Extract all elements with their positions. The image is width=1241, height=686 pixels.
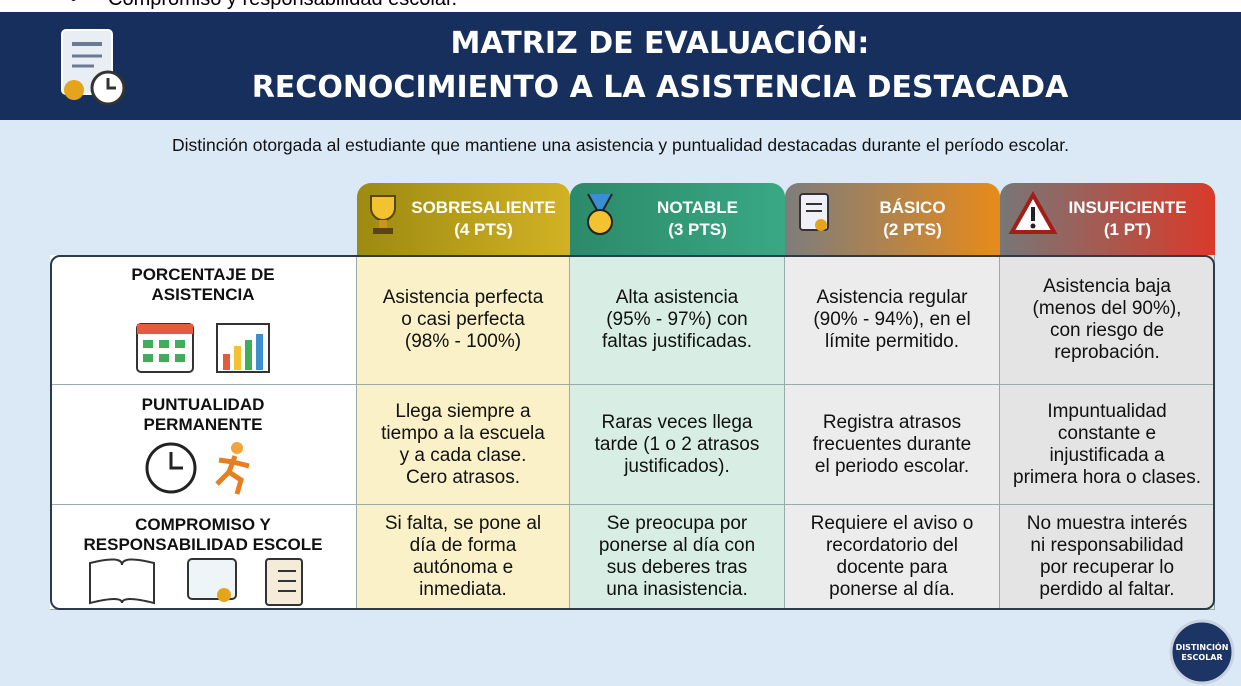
cell: Requiere el aviso o recordatorio del docen… bbox=[785, 505, 1000, 610]
column-name: SOBRESALIENTE bbox=[411, 198, 556, 217]
column-points: (1 PT) bbox=[1103, 220, 1152, 239]
cell-line: (menos del 90%), bbox=[1032, 297, 1182, 319]
commitment-icons bbox=[89, 558, 303, 606]
column-points: (3 PTS) bbox=[668, 220, 727, 239]
cell-line: Asistencia regular bbox=[816, 286, 968, 308]
cell-line: con riesgo de bbox=[1049, 319, 1165, 341]
cell-line: frecuentes durante bbox=[812, 433, 972, 455]
top-note: • Compromiso y responsabilidad escolar. bbox=[0, 0, 1241, 12]
cell-line: justificados). bbox=[624, 455, 730, 477]
cell-line: Si falta, se pone al bbox=[384, 513, 542, 534]
cell-line: y a cada clase. bbox=[399, 444, 527, 466]
cell-line: Asistencia baja bbox=[1043, 275, 1171, 297]
cell-line: Alta asistencia bbox=[615, 286, 739, 308]
cell-line: No muestra interés bbox=[1026, 513, 1188, 534]
cell-line: injustificada a bbox=[1049, 444, 1165, 466]
cell-line: ni responsabilidad bbox=[1030, 535, 1184, 556]
cell-line: perdido al faltar. bbox=[1039, 579, 1175, 600]
column-points: (2 PTS) bbox=[883, 220, 942, 239]
cell-line: por recuperar lo bbox=[1039, 557, 1175, 578]
badge: DISTINCIÓN ESCOLAR bbox=[1169, 619, 1235, 685]
row-label: PUNTUALIDAD PERMANENTE bbox=[50, 385, 357, 505]
cell-line: día de forma bbox=[409, 535, 517, 556]
trophy-icon bbox=[370, 195, 396, 234]
cell-line: tiempo a la escuela bbox=[381, 422, 545, 444]
header: MATRIZ DE EVALUACIÓN: RECONOCIMIENTO A L… bbox=[0, 12, 1241, 120]
badge-text: DISTINCIÓN bbox=[1176, 641, 1229, 652]
row-label-line: PORCENTAJE DE bbox=[131, 265, 275, 284]
cell-line: docente para bbox=[836, 557, 948, 578]
badge-text: ESCOLAR bbox=[1181, 653, 1222, 662]
punctuality-icons bbox=[145, 442, 250, 495]
cell: Raras veces llega tarde (1 o 2 atrasos jus… bbox=[570, 385, 785, 505]
cell-line: autónoma e bbox=[412, 557, 514, 578]
cell-line: (98% - 100%) bbox=[404, 330, 522, 352]
column-points: (4 PTS) bbox=[454, 220, 513, 239]
cell: Registra atrasos frecuentes durante el per… bbox=[785, 385, 1000, 505]
cell-line: ponerse al día. bbox=[829, 579, 955, 600]
title-line: MATRIZ DE EVALUACIÓN: bbox=[450, 26, 870, 61]
row-label-line: COMPROMISO Y bbox=[135, 515, 271, 534]
attendance-icons bbox=[136, 323, 270, 373]
cell: Se preocupa por ponerse al día con sus deb… bbox=[570, 505, 785, 610]
medal-icon bbox=[587, 193, 613, 235]
cell: Asistencia baja (menos del 90%), con riesg… bbox=[1000, 255, 1215, 385]
cell-line: faltas justificadas. bbox=[602, 330, 752, 352]
cell-line: Raras veces llega bbox=[601, 411, 753, 433]
cell: Si falta, se pone al día de forma autónoma… bbox=[357, 505, 570, 610]
cell-line: reprobación. bbox=[1054, 341, 1160, 363]
cell-line: Requiere el aviso o bbox=[810, 513, 974, 534]
cell-line: el periodo escolar. bbox=[814, 455, 970, 477]
row-label-line: PERMANENTE bbox=[143, 415, 263, 434]
cell-line: Asistencia perfecta bbox=[382, 286, 544, 308]
cell-line: recordatorio del bbox=[825, 535, 959, 556]
column-name: NOTABLE bbox=[657, 198, 738, 217]
cell: Llega siempre a tiempo a la escuela y a ca… bbox=[357, 385, 570, 505]
title-line: RECONOCIMIENTO A LA ASISTENCIA DESTACADA bbox=[251, 70, 1069, 105]
cell-line: tarde (1 o 2 atrasos bbox=[594, 433, 760, 455]
cell-line: (90% - 94%), en el bbox=[813, 308, 971, 330]
row-label-line: ASISTENCIA bbox=[151, 285, 255, 304]
subtitle: Distinción otorgada al estudiante que ma… bbox=[172, 135, 1069, 155]
cell-line: Cero atrasos. bbox=[405, 466, 521, 488]
cell-line: Registra atrasos bbox=[822, 411, 962, 433]
cell-line: primera hora o clases. bbox=[1013, 466, 1201, 488]
warning-icon bbox=[1008, 190, 1058, 234]
row-label: PORCENTAJE DE ASISTENCIA bbox=[50, 255, 357, 385]
column-header: SOBRESALIENTE (4 PTS) bbox=[357, 183, 570, 255]
row-label-line: RESPONSABILIDAD ESCOLE bbox=[83, 535, 323, 554]
certificate-icon bbox=[61, 29, 126, 106]
cell-line: inmediata. bbox=[419, 579, 507, 600]
cell-line: sus deberes tras bbox=[606, 557, 748, 578]
cell-line: Impuntualidad bbox=[1047, 400, 1167, 422]
column-name: BÁSICO bbox=[879, 198, 946, 217]
column-name: INSUFICIENTE bbox=[1068, 198, 1187, 217]
row-label-line: PUNTUALIDAD bbox=[141, 395, 265, 414]
note-text: Compromiso y responsabilidad escolar. bbox=[108, 0, 457, 11]
cell-line: una inasistencia. bbox=[606, 579, 748, 600]
cell: Asistencia regular (90% - 94%), en el lími… bbox=[785, 255, 1000, 385]
cell-line: constante e bbox=[1057, 422, 1157, 444]
cell-line: límite permitido. bbox=[824, 330, 960, 352]
document-icon bbox=[799, 193, 829, 231]
cell: Alta asistencia (95% - 97%) con faltas jus… bbox=[570, 255, 785, 385]
cell-line: Se preocupa por bbox=[606, 513, 748, 534]
cell: No muestra interés ni responsabilidad por … bbox=[1000, 505, 1215, 610]
cell-line: (95% - 97%) con bbox=[606, 308, 748, 330]
cell-line: o casi perfecta bbox=[401, 308, 525, 330]
cell-line: ponerse al día con bbox=[598, 535, 756, 556]
cell: Asistencia perfecta o casi perfecta (98% -… bbox=[357, 255, 570, 385]
cell-line: Llega siempre a bbox=[395, 400, 531, 422]
bullet: • bbox=[70, 0, 77, 11]
